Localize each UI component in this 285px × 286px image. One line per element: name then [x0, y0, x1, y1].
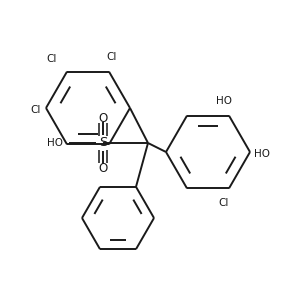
Text: O: O — [98, 112, 108, 124]
Text: HO: HO — [216, 96, 232, 106]
Text: Cl: Cl — [219, 198, 229, 208]
Text: Cl: Cl — [47, 54, 57, 63]
Text: HO: HO — [254, 149, 270, 159]
Text: S: S — [99, 136, 107, 150]
Text: Cl: Cl — [30, 105, 41, 115]
Text: HO: HO — [47, 138, 63, 148]
Text: O: O — [98, 162, 108, 174]
Text: Cl: Cl — [107, 52, 117, 61]
